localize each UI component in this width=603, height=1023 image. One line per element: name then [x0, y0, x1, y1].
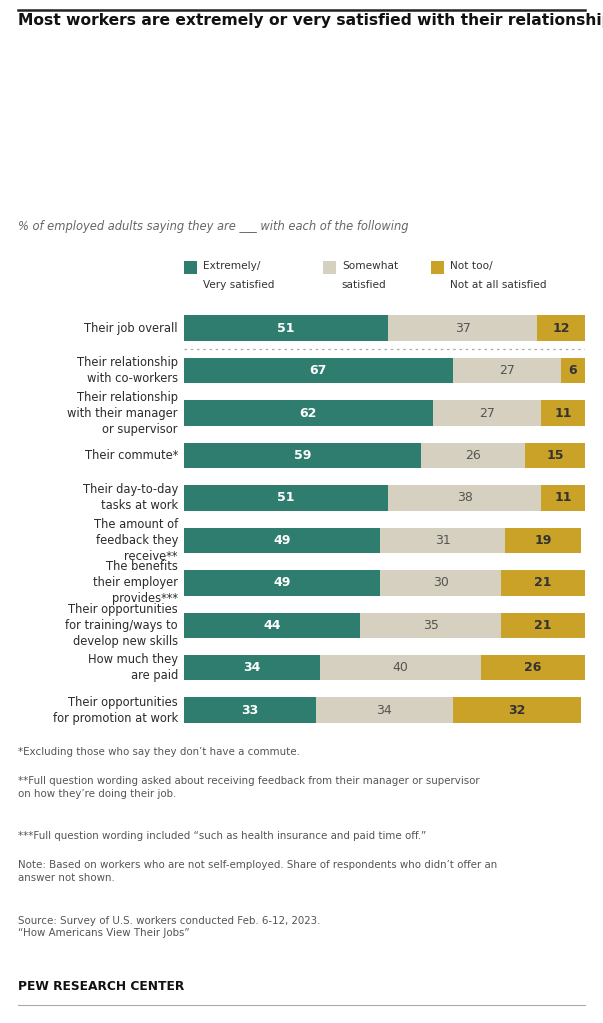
Text: 32: 32	[508, 704, 525, 717]
Text: 26: 26	[524, 661, 541, 674]
Bar	[316, 698, 453, 723]
Text: The amount of
feedback they
receive**: The amount of feedback they receive**	[93, 518, 178, 563]
Text: **Full question wording asked about receiving feedback from their manager or sup: **Full question wording asked about rece…	[18, 775, 480, 799]
Text: Very satisfied: Very satisfied	[203, 280, 275, 291]
Bar	[361, 613, 500, 638]
Text: 40: 40	[393, 661, 408, 674]
Text: 37: 37	[455, 321, 470, 335]
Bar	[320, 655, 481, 680]
Bar	[453, 358, 561, 384]
Text: Their job overall: Their job overall	[84, 321, 178, 335]
Text: Not at all satisfied: Not at all satisfied	[450, 280, 547, 291]
Bar	[184, 698, 316, 723]
Text: 49: 49	[274, 576, 291, 589]
Text: 11: 11	[554, 491, 572, 504]
Text: 35: 35	[423, 619, 438, 632]
Bar	[561, 358, 585, 384]
Text: 49: 49	[274, 534, 291, 547]
Bar	[184, 655, 320, 680]
Text: Their relationship
with their manager
or supervisor: Their relationship with their manager or…	[68, 391, 178, 436]
Bar	[432, 400, 541, 426]
Text: 27: 27	[499, 364, 514, 377]
Text: 51: 51	[277, 491, 295, 504]
Text: 34: 34	[244, 661, 260, 674]
Bar	[184, 315, 388, 341]
Bar	[184, 485, 388, 510]
Text: Their relationship
with co-workers: Their relationship with co-workers	[77, 356, 178, 385]
Bar	[184, 443, 420, 469]
Text: Their opportunities
for training/ways to
develop new skills: Their opportunities for training/ways to…	[65, 603, 178, 648]
Text: 12: 12	[552, 321, 570, 335]
Bar	[500, 613, 585, 638]
Bar	[500, 570, 585, 595]
Text: Extremely/: Extremely/	[203, 261, 260, 271]
Text: Source: Survey of U.S. workers conducted Feb. 6-12, 2023.
“How Americans View Th: Source: Survey of U.S. workers conducted…	[18, 916, 320, 938]
Text: 51: 51	[277, 321, 295, 335]
Bar	[537, 315, 585, 341]
Text: 44: 44	[264, 619, 281, 632]
Text: Most workers are extremely or very satisfied with their relationship with their : Most workers are extremely or very satis…	[18, 13, 603, 29]
Text: 31: 31	[435, 534, 450, 547]
Text: Not too/: Not too/	[450, 261, 493, 271]
Bar	[184, 358, 453, 384]
Text: Note: Based on workers who are not self-employed. Share of respondents who didn’: Note: Based on workers who are not self-…	[18, 860, 497, 883]
Bar	[505, 528, 581, 553]
Bar	[420, 443, 525, 469]
Text: 11: 11	[554, 406, 572, 419]
Bar	[184, 570, 380, 595]
Text: 59: 59	[294, 449, 311, 462]
Text: 15: 15	[546, 449, 564, 462]
Text: Somewhat: Somewhat	[342, 261, 398, 271]
Text: PEW RESEARCH CENTER: PEW RESEARCH CENTER	[18, 980, 185, 993]
Text: 27: 27	[479, 406, 494, 419]
Text: 30: 30	[432, 576, 449, 589]
Text: 21: 21	[534, 576, 552, 589]
Text: % of employed adults saying they are ___ with each of the following: % of employed adults saying they are ___…	[18, 220, 409, 233]
Text: 19: 19	[534, 534, 552, 547]
Bar	[184, 400, 432, 426]
Bar	[380, 570, 500, 595]
Text: Their opportunities
for promotion at work: Their opportunities for promotion at wor…	[52, 696, 178, 724]
Bar	[541, 400, 585, 426]
Bar	[541, 485, 585, 510]
Text: The benefits
their employer
provides***: The benefits their employer provides***	[93, 561, 178, 606]
Bar	[388, 315, 537, 341]
Text: *Excluding those who say they don’t have a commute.: *Excluding those who say they don’t have…	[18, 747, 300, 757]
Text: ***Full question wording included “such as health insurance and paid time off.”: ***Full question wording included “such …	[18, 831, 426, 841]
Bar	[184, 613, 361, 638]
Bar	[184, 528, 380, 553]
Text: 26: 26	[465, 449, 481, 462]
Text: 34: 34	[376, 704, 393, 717]
Text: 21: 21	[534, 619, 552, 632]
Text: Their day-to-day
tasks at work: Their day-to-day tasks at work	[83, 484, 178, 513]
Text: 62: 62	[300, 406, 317, 419]
Text: 6: 6	[569, 364, 577, 377]
Text: How much they
are paid: How much they are paid	[88, 654, 178, 682]
Bar	[525, 443, 585, 469]
Bar	[388, 485, 541, 510]
Bar	[481, 655, 585, 680]
Text: 33: 33	[241, 704, 259, 717]
Text: Their commute*: Their commute*	[84, 449, 178, 462]
Text: 67: 67	[309, 364, 327, 377]
Bar	[453, 698, 581, 723]
Text: 38: 38	[456, 491, 473, 504]
Bar	[380, 528, 505, 553]
Text: satisfied: satisfied	[342, 280, 387, 291]
